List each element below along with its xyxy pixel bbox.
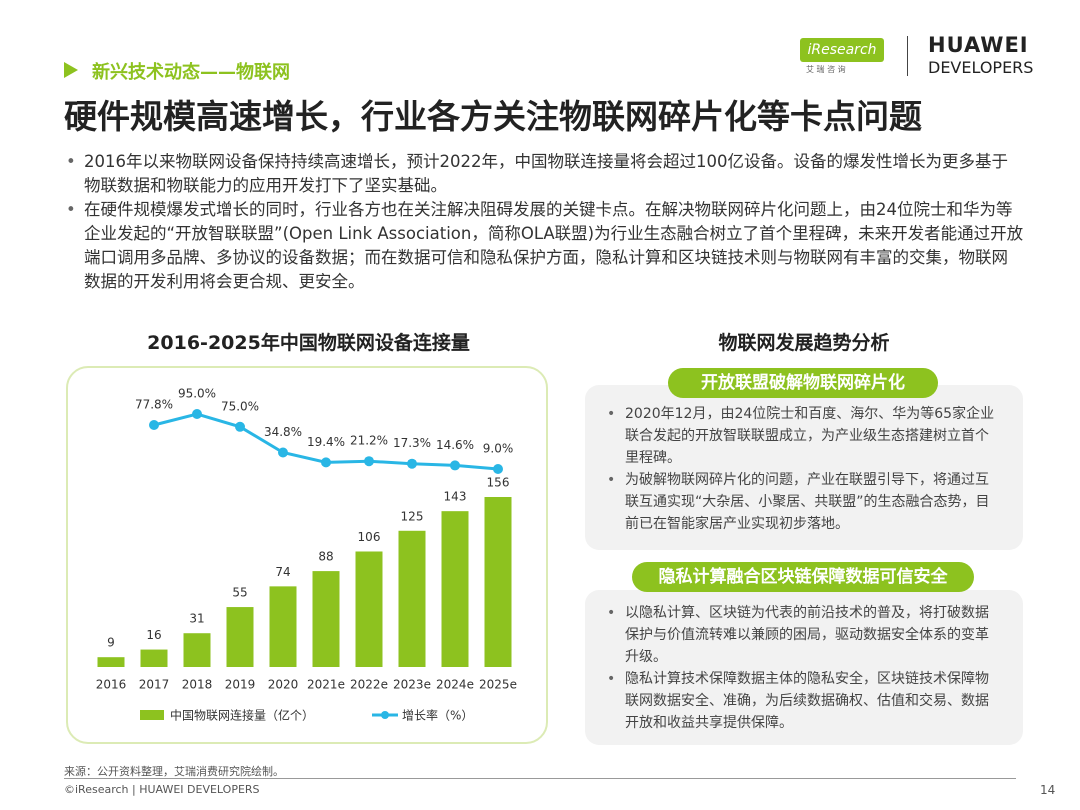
x-tick-label: 2022e (350, 678, 388, 692)
bullet: 为破解物联网碎片化的问题，产业在联盟引导下，将通过互联互通实现“大杂居、小聚居、… (605, 469, 1001, 535)
bar (312, 571, 340, 667)
bullet: 在硬件规模爆发式增长的同时，行业各方也在关注解决阻碍发展的关键卡点。在解决物联网… (64, 198, 1024, 294)
slide-title: 硬件规模高速增长，行业各方关注物联网碎片化等卡点问题 (64, 97, 922, 136)
bar-value-label: 156 (487, 476, 510, 490)
analysis-title: 物联网发展趋势分析 (718, 332, 890, 354)
x-tick-label: 2017 (139, 678, 170, 692)
logo-iresearch-sub: 艾 瑞 咨 询 (806, 65, 846, 74)
growth-point (493, 464, 503, 474)
panel: 2020年12月，由24位院士和百度、海尔、华为等65家企业联合发起的开放智联联… (585, 385, 1023, 550)
source-note: 来源：公开资料整理，艾瑞消费研究院绘制。 (64, 765, 284, 778)
growth-label: 77.8% (135, 398, 173, 412)
growth-point (321, 457, 331, 468)
bar (355, 551, 383, 667)
x-tick-label: 2024e (436, 678, 474, 692)
chart-frame (66, 366, 548, 744)
chart: 2016 2017 2018 2019 2020 2021e 2022e 2023e 2024e… (96, 387, 517, 723)
panel-label: 开放联盟破解物联网碎片化 (668, 368, 938, 398)
copyright: ©iResearch | HUAWEI DEVELOPERS (64, 783, 260, 796)
bar (398, 530, 426, 667)
x-tick-label: 2021e (307, 678, 345, 692)
panel: 以隐私计算、区块链为代表的前沿技术的普及，将打破数据保护与价值流转难以兼顾的困局… (585, 590, 1023, 745)
bullet: 以隐私计算、区块链为代表的前沿技术的普及，将打破数据保护与价值流转难以兼顾的困局… (605, 602, 1001, 668)
footer-rule (64, 778, 1016, 779)
growth-point (407, 458, 417, 469)
section-label: 新兴技术动态——物联网 (92, 62, 290, 83)
x-tick-label: 2023e (393, 678, 431, 692)
legend-swatch (381, 711, 389, 719)
growth-label: 9.0% (483, 442, 514, 456)
growth-point (235, 421, 245, 432)
growth-label: 75.0% (221, 399, 259, 413)
growth-point (192, 409, 202, 419)
bullet: 隐私计算技术保障数据主体的隐私安全，区块链技术保障物联网数据安全、准确，为后续数… (605, 668, 1001, 734)
logo-iresearch: iResearch (800, 38, 884, 62)
bar (484, 497, 512, 667)
bar-value-label: 9 (107, 636, 115, 650)
growth-label: 14.6% (436, 438, 474, 452)
growth-point (450, 460, 460, 471)
bar-value-label: 125 (401, 509, 424, 523)
panel-label: 隐私计算融合区块链保障数据可信安全 (632, 562, 974, 592)
bar-value-label: 74 (275, 565, 290, 579)
bar (269, 586, 297, 667)
bar-value-label: 106 (358, 530, 381, 544)
bar (183, 633, 211, 667)
bar (140, 649, 168, 667)
x-tick-label: 2018 (182, 678, 213, 692)
legend-swatch (140, 710, 164, 720)
bar-value-label: 31 (189, 612, 204, 626)
x-tick-label: 2025e (479, 678, 517, 692)
growth-label: 21.2% (350, 434, 388, 448)
section-marker (64, 62, 78, 78)
bullet: 2020年12月，由24位院士和百度、海尔、华为等65家企业联合发起的开放智联联… (605, 403, 1001, 469)
intro-bullets: 2016年以来物联网设备保持持续高速增长，预计2022年，中国物联连接量将会超过… (64, 150, 1024, 294)
bar-value-label: 143 (444, 490, 467, 504)
x-tick-label: 2020 (268, 678, 299, 692)
logo-huawei: HUAWEI (928, 33, 1029, 57)
bar-value-label: 55 (232, 586, 247, 600)
bar-value-label: 88 (318, 550, 333, 564)
legend-label: 中国物联网连接量（亿个） (170, 708, 314, 723)
growth-point (149, 420, 159, 430)
growth-label: 95.0% (178, 387, 216, 401)
growth-label: 17.3% (393, 436, 431, 450)
bar-value-label: 16 (146, 628, 161, 642)
bar (226, 607, 254, 667)
logo-developers: DEVELOPERS (928, 58, 1034, 77)
growth-point (364, 456, 374, 467)
page-number: 14 (1040, 783, 1056, 797)
chart-title: 2016-2025年中国物联网设备连接量 (147, 332, 470, 354)
logo-divider (907, 36, 908, 76)
growth-point (278, 447, 288, 458)
bar (441, 511, 469, 667)
growth-label: 34.8% (264, 425, 302, 439)
x-tick-label: 2019 (225, 678, 256, 692)
bar (97, 657, 125, 667)
x-tick-label: 2016 (96, 678, 127, 692)
growth-label: 19.4% (307, 435, 345, 449)
bullet: 2016年以来物联网设备保持持续高速增长，预计2022年，中国物联连接量将会超过… (64, 150, 1024, 198)
legend-label: 增长率（%） (402, 708, 473, 723)
